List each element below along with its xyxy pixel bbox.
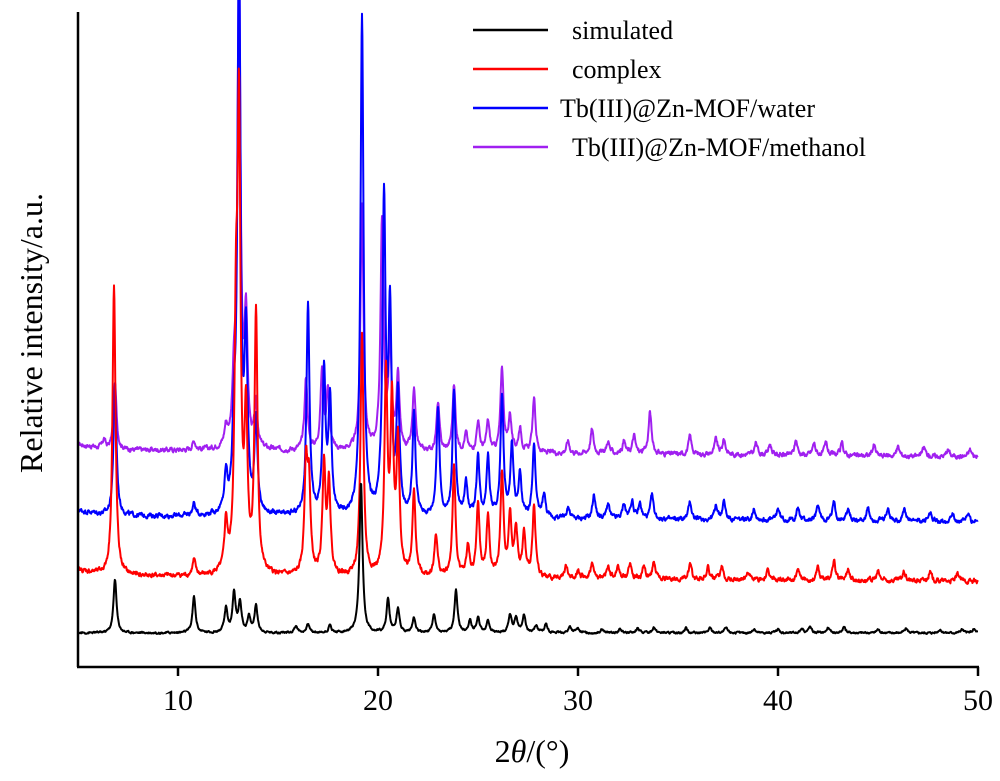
x-axis-title-suffix: /(°) — [526, 733, 569, 769]
series-line-tb-iii-zn-mof-water — [77, 0, 979, 524]
legend-label-tb-iii-zn-mof-water: Tb(III)@Zn-MOF/water — [560, 94, 815, 123]
x-tick-label: 10 — [163, 684, 193, 717]
legend-label-tb-iii-zn-mof-methanol: Tb(III)@Zn-MOF/methanol — [572, 133, 866, 162]
x-axis-title-prefix: 2 — [495, 733, 511, 769]
series-line-tb-iii-zn-mof-methanol — [77, 0, 979, 460]
y-axis-title: Relative intensity/a.u. — [13, 193, 49, 473]
legend-label-complex: complex — [572, 55, 662, 84]
plot-lines — [77, 0, 979, 635]
x-tick-label: 30 — [563, 684, 593, 717]
x-axis-title-symbol: θ — [511, 733, 527, 769]
x-tick-label: 50 — [963, 684, 993, 717]
legend: simulated complex Tb(III)@Zn-MOF/water Tb(I… — [473, 16, 866, 162]
x-tick-label: 40 — [763, 684, 793, 717]
x-ticks: 10 20 30 40 50 — [163, 667, 993, 717]
series-line-simulated — [77, 482, 979, 635]
legend-label-simulated: simulated — [572, 16, 673, 45]
series-line-complex — [77, 67, 979, 585]
x-tick-label: 20 — [363, 684, 393, 717]
x-axis-title: 2θ/(°) — [495, 733, 570, 769]
